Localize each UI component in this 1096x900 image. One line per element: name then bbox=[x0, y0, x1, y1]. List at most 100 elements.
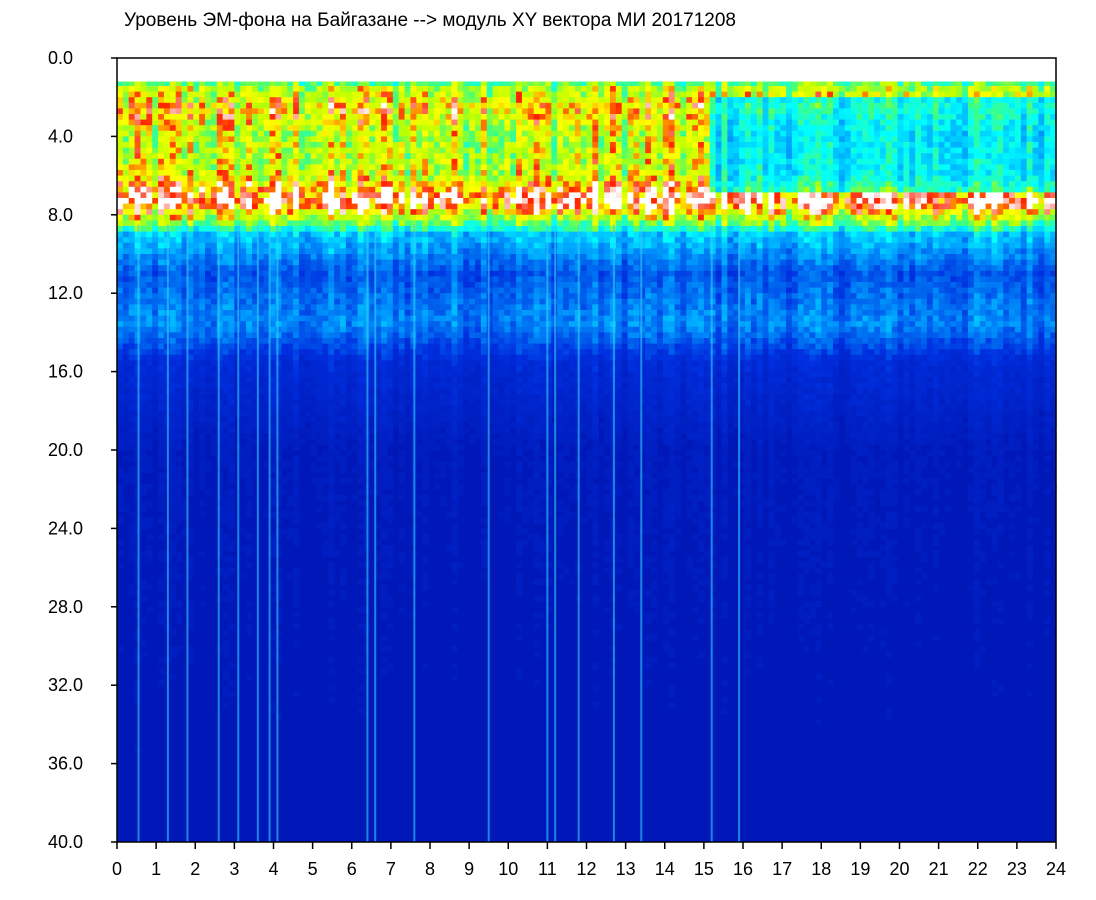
heatmap-cell bbox=[956, 80, 963, 87]
heatmap-cell bbox=[903, 108, 910, 115]
heatmap-cell bbox=[357, 80, 365, 87]
heatmap-cell bbox=[146, 91, 153, 98]
heatmap-cell bbox=[739, 192, 746, 199]
heatmap-cell bbox=[727, 114, 734, 121]
heatmap-cell bbox=[222, 125, 230, 132]
heatmap-cell bbox=[580, 226, 588, 233]
heatmap-cell bbox=[334, 86, 341, 93]
heatmap-cell bbox=[991, 125, 998, 132]
heatmap-cell bbox=[533, 102, 541, 109]
heatmap-cell bbox=[786, 198, 793, 205]
heatmap-cell bbox=[398, 220, 406, 227]
heatmap-cell bbox=[609, 158, 617, 165]
heatmap-cell bbox=[163, 153, 171, 160]
heatmap-cell bbox=[962, 214, 969, 221]
heatmap-cell bbox=[1003, 170, 1010, 177]
heatmap-cell bbox=[351, 203, 359, 210]
heatmap-cell bbox=[557, 209, 564, 216]
heatmap-cell bbox=[985, 119, 993, 126]
heatmap-cell bbox=[774, 80, 781, 87]
heatmap-cell bbox=[967, 175, 975, 182]
heatmap-cell bbox=[744, 102, 752, 109]
heatmap-cell bbox=[457, 220, 464, 227]
heatmap-cell bbox=[850, 119, 858, 126]
heatmap-cell bbox=[668, 125, 676, 132]
heatmap-cell bbox=[756, 158, 764, 165]
heatmap-cell bbox=[228, 175, 235, 182]
heatmap-cell bbox=[310, 102, 318, 109]
heatmap-cell bbox=[979, 198, 987, 205]
heatmap-cell bbox=[216, 158, 224, 165]
heatmap-cell bbox=[991, 237, 998, 244]
heatmap-cell bbox=[316, 86, 324, 93]
heatmap-cell bbox=[809, 147, 816, 154]
heatmap-cell bbox=[1009, 237, 1016, 244]
heatmap-cell bbox=[885, 86, 893, 93]
heatmap-cell bbox=[674, 214, 681, 221]
heatmap-cell bbox=[216, 153, 224, 160]
heatmap-cell bbox=[293, 214, 300, 221]
heatmap-cell bbox=[169, 248, 177, 255]
heatmap-cell bbox=[516, 86, 523, 93]
heatmap-cell bbox=[903, 209, 910, 216]
heatmap-cell bbox=[281, 91, 288, 98]
heatmap-cell bbox=[351, 97, 359, 104]
heatmap-cell bbox=[428, 136, 435, 143]
heatmap-cell bbox=[639, 220, 646, 227]
heatmap-cell bbox=[128, 97, 136, 104]
heatmap-cell bbox=[234, 181, 241, 188]
heatmap-cell bbox=[128, 248, 136, 255]
heatmap-cell bbox=[574, 175, 582, 182]
heatmap-cell bbox=[897, 214, 905, 221]
heatmap-cell bbox=[463, 170, 470, 177]
heatmap-cell bbox=[363, 142, 370, 149]
heatmap-cell bbox=[932, 125, 940, 132]
heatmap-cell bbox=[474, 186, 482, 193]
heatmap-cell bbox=[832, 192, 840, 199]
heatmap-cell bbox=[832, 153, 840, 160]
heatmap-cell bbox=[428, 125, 435, 132]
heatmap-cell bbox=[463, 203, 470, 210]
heatmap-cell bbox=[445, 220, 453, 227]
heatmap-cell bbox=[345, 86, 353, 93]
heatmap-cell bbox=[1050, 181, 1057, 188]
heatmap-cell bbox=[386, 226, 394, 233]
heatmap-cell bbox=[645, 86, 652, 93]
heatmap-cell bbox=[551, 186, 558, 193]
heatmap-cell bbox=[1020, 209, 1028, 216]
heatmap-cell bbox=[774, 175, 781, 182]
heatmap-cell bbox=[557, 153, 564, 160]
heatmap-cell bbox=[240, 114, 247, 121]
heatmap-cell bbox=[205, 130, 212, 137]
heatmap-cell bbox=[780, 86, 787, 93]
heatmap-cell bbox=[128, 130, 136, 137]
heatmap-cell bbox=[615, 108, 623, 115]
heatmap-cell bbox=[563, 130, 570, 137]
heatmap-cell bbox=[228, 80, 235, 87]
heatmap-cell bbox=[158, 91, 165, 98]
heatmap-cell bbox=[774, 170, 781, 177]
heatmap-cell bbox=[175, 231, 183, 238]
heatmap-cell bbox=[891, 147, 899, 154]
heatmap-cell bbox=[686, 175, 693, 182]
heatmap-cell bbox=[645, 209, 652, 216]
heatmap-cell bbox=[386, 80, 394, 87]
heatmap-cell bbox=[768, 214, 775, 221]
heatmap-cell bbox=[879, 192, 887, 199]
heatmap-cell bbox=[832, 114, 840, 121]
heatmap-cell bbox=[668, 231, 676, 238]
heatmap-cell bbox=[269, 175, 277, 182]
heatmap-cell bbox=[410, 164, 417, 171]
heatmap-cell bbox=[967, 226, 975, 233]
heatmap-cell bbox=[545, 136, 552, 143]
heatmap-cell bbox=[868, 114, 875, 121]
heatmap-cell bbox=[363, 91, 370, 98]
heatmap-cell bbox=[533, 164, 541, 171]
heatmap-cell bbox=[480, 136, 488, 143]
heatmap-cell bbox=[539, 181, 547, 188]
heatmap-cell bbox=[609, 147, 617, 154]
heatmap-cell bbox=[780, 170, 787, 177]
heatmap-cell bbox=[1038, 114, 1045, 121]
heatmap-cell bbox=[1050, 86, 1057, 93]
heatmap-cell bbox=[216, 198, 224, 205]
